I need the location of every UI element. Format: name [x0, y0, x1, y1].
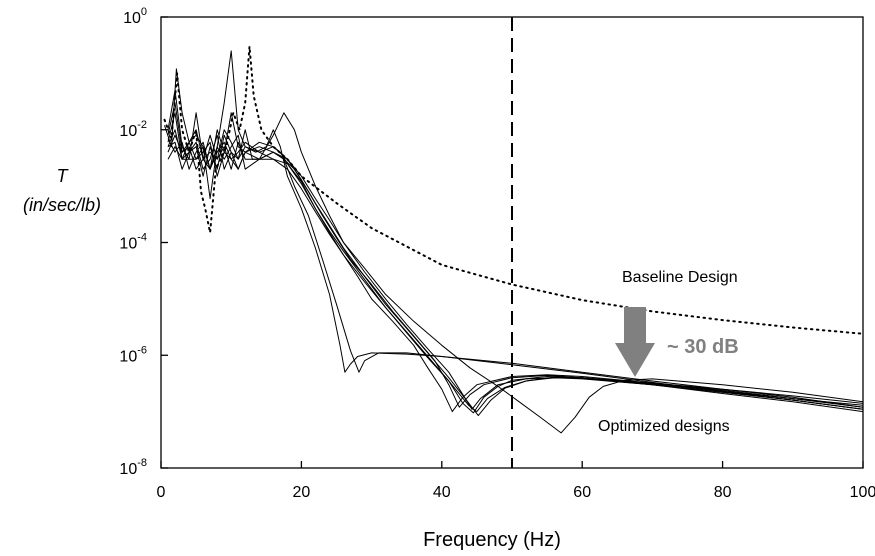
x-tick-label: 60: [573, 484, 591, 501]
y-tick-label: 10-2: [119, 119, 147, 140]
optimized-design-curve-8: [167, 138, 863, 413]
axis-ticks: 0 20 40 60 80 100 100 10-2 10-4 10-6 10-8: [119, 6, 875, 501]
baseline-design-curve: [163, 45, 863, 335]
y-tick-label: 100: [123, 6, 147, 27]
x-tick-label: 0: [157, 484, 166, 501]
baseline-design-label: Baseline Design: [622, 269, 738, 286]
y-axis-units: (in/sec/lb): [23, 195, 101, 215]
reduction-arrow: [615, 307, 655, 377]
reduction-label: ~ 30 dB: [667, 336, 739, 358]
optimized-design-curve-1: [164, 50, 863, 408]
x-axis-title: Frequency (Hz): [423, 529, 561, 551]
optimized-design-curve-5: [167, 129, 863, 414]
x-tick-label: 80: [714, 484, 732, 501]
x-tick-label: 100: [850, 484, 875, 501]
optimized-designs-label: Optimized designs: [598, 418, 730, 435]
y-axis-title: T: [57, 166, 70, 186]
optimized-design-curve-9: [167, 134, 863, 413]
x-tick-label: 20: [293, 484, 311, 501]
series-layer: [163, 45, 863, 434]
optimized-design-curve-6: [167, 134, 863, 417]
y-tick-label: 10-4: [119, 232, 147, 253]
optimized-design-curve-2: [167, 89, 863, 410]
y-tick-label: 10-6: [119, 344, 147, 365]
y-tick-label: 10-8: [119, 457, 147, 478]
optimized-design-curve-4: [167, 112, 863, 410]
x-tick-label: 40: [433, 484, 451, 501]
optimized-design-curve-7: [167, 112, 863, 434]
